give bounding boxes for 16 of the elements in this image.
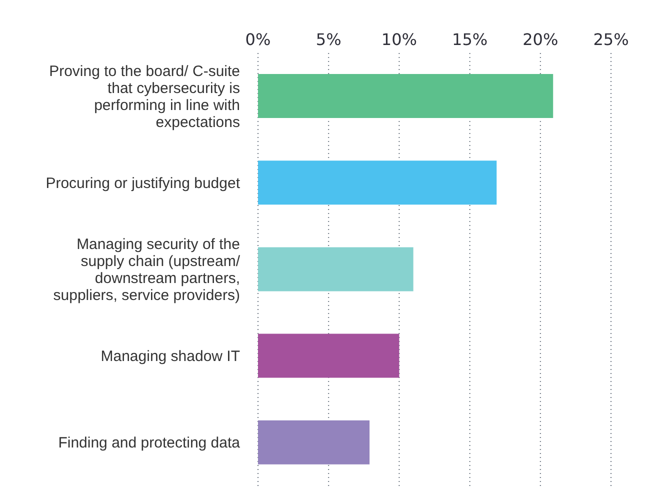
y-tick-label: Finding and protecting data xyxy=(58,434,241,452)
y-tick-label: Procuring or justifying budget xyxy=(46,174,241,192)
x-tick-label: 25% xyxy=(593,30,629,49)
bar xyxy=(258,74,554,118)
x-tick-label: 0% xyxy=(245,30,271,49)
x-tick-label: 5% xyxy=(316,30,342,49)
x-tick-label: 15% xyxy=(452,30,488,49)
y-tick-label: Managing shadow IT xyxy=(100,348,240,365)
y-tick-label: Managing security of the supply chain (upstream/ downstream partners, suppliers, service providers) xyxy=(53,236,241,304)
x-tick-label: 20% xyxy=(522,30,558,49)
y-tick-label: Proving to the board/ C-suite that cybersecurity is performing in line with expectations xyxy=(49,62,240,130)
x-tick-label: 10% xyxy=(381,30,417,49)
bar xyxy=(258,334,400,378)
bar xyxy=(258,420,370,464)
bar xyxy=(258,247,414,292)
bar xyxy=(258,160,497,205)
